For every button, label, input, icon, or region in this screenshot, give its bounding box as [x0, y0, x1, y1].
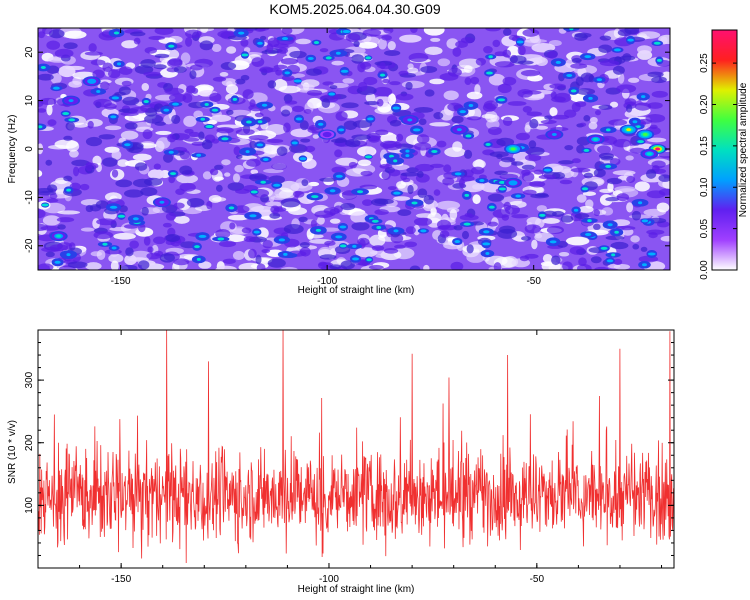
snr-y-tick-label: 200	[24, 434, 35, 451]
snr-frame	[37, 329, 675, 569]
heatmap-hotspot	[636, 129, 655, 140]
snr-y-tick-label: 100	[24, 497, 35, 514]
heatmap-y-axis-label: Frequency (Hz)	[7, 115, 18, 184]
heatmap-x-tick-label: -50	[526, 276, 541, 287]
heatmap-hotspot	[318, 129, 337, 140]
heatmap-y-tick-label: -10	[24, 190, 35, 205]
heatmap-hotspot	[586, 134, 605, 145]
snr-ticks: -150 -100 -50 100 200 300	[24, 330, 674, 585]
heatmap-plot-area	[38, 28, 670, 270]
colorbar-gradient	[711, 29, 738, 271]
heatmap-y-tick-label: 10	[24, 95, 35, 107]
colorbar-ticks: 0.00 0.05 0.10 0.15 0.20 0.25	[699, 53, 737, 280]
colorbar-tick-label: 0.10	[699, 177, 710, 197]
heatmap-hotspot	[504, 144, 523, 154]
colorbar-label: Normalized spectral amplitude	[738, 82, 749, 217]
heatmap-hotspot	[619, 124, 638, 135]
heatmap-hotspot	[49, 231, 68, 242]
heatmap-x-axis-label: Height of straight line (km)	[298, 285, 415, 296]
heatmap-hotspot	[152, 197, 171, 208]
heatmap-y-tick-label: 0	[24, 146, 35, 152]
heatmap-hotspot	[640, 148, 659, 159]
heatmap-y-tick-label: 20	[24, 46, 35, 58]
snr-panel: -150 -100 -50 100 200 300 Height of straight …	[7, 329, 675, 595]
heatmap-hotspot	[82, 76, 101, 87]
heatmap-hotspot	[545, 129, 564, 140]
colorbar-tick-label: 0.00	[699, 260, 710, 280]
snr-y-tick-label: 300	[24, 371, 35, 388]
heatmap-hotspot	[400, 114, 419, 125]
heatmap-x-tick-label: -100	[317, 276, 337, 287]
colorbar: 0.00 0.05 0.10 0.15 0.20 0.25 Normalized spec…	[699, 29, 749, 280]
colorbar-tick-label: 0.15	[699, 136, 710, 156]
snr-series-line	[38, 330, 674, 563]
snr-plot-area	[38, 330, 674, 563]
colorbar-tick-label: 0.05	[699, 218, 710, 238]
heatmap-hotspot	[62, 95, 81, 106]
snr-y-axis-label: SNR (10 * v/v)	[7, 420, 18, 484]
snr-x-tick-label: -50	[530, 574, 545, 585]
figure-title: KOM5.2025.064.04.30.G09	[269, 1, 440, 17]
heatmap-hotspot	[450, 124, 469, 135]
snr-x-tick-label: -150	[111, 574, 131, 585]
colorbar-tick-label: 0.25	[699, 53, 710, 73]
heatmap-y-tick-label: -20	[24, 238, 35, 253]
colorbar-tick-label: 0.20	[699, 94, 710, 114]
snr-x-axis-label: Height of straight line (km)	[298, 584, 415, 595]
heatmap-x-tick-label: -150	[111, 276, 131, 287]
heatmap-hotspot	[504, 177, 523, 188]
snr-x-tick-label: -100	[319, 574, 339, 585]
